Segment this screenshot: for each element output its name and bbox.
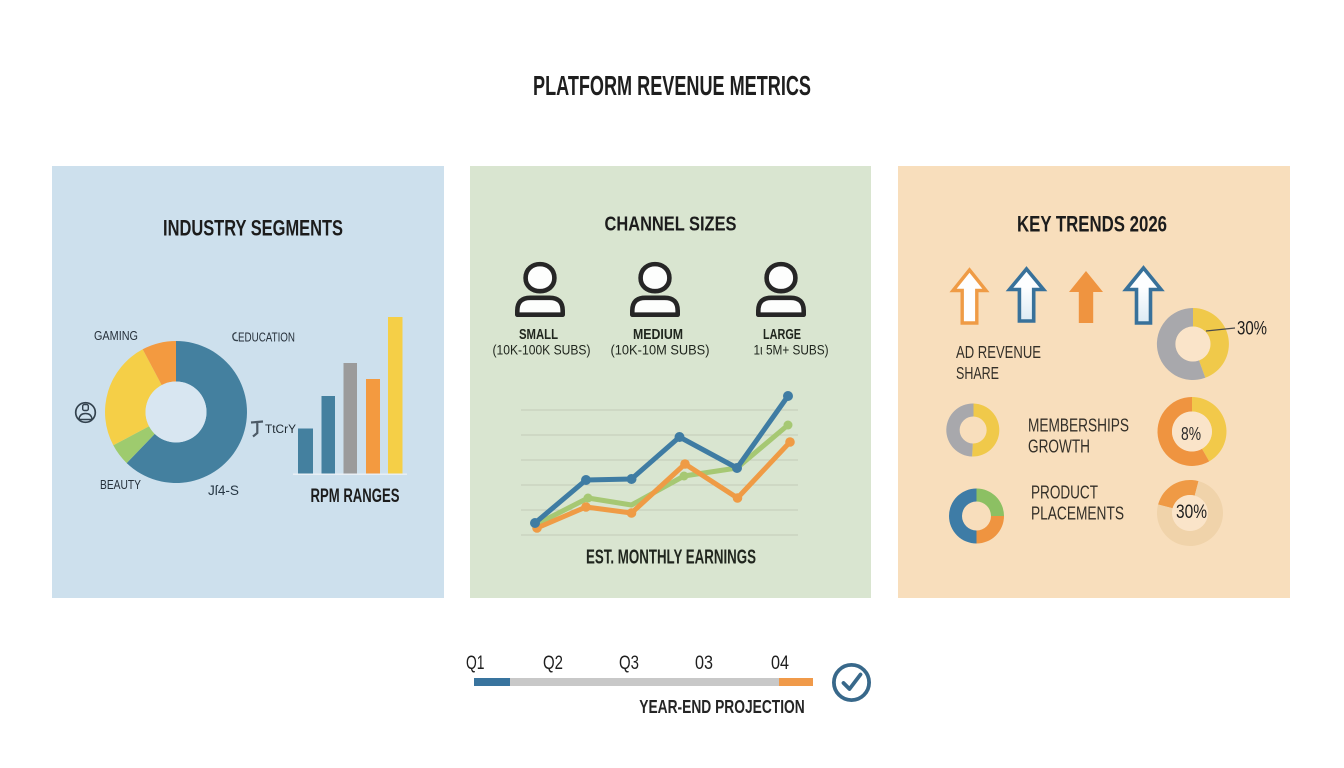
svg-text:EDUCATION: EDUCATION [238,330,295,345]
svg-text:GROWTH: GROWTH [1028,436,1090,457]
svg-text:GAMING: GAMING [94,328,138,343]
svg-text:30%: 30% [1176,502,1207,523]
svg-text:PRODUCT: PRODUCT [1031,482,1098,503]
svg-text:03: 03 [695,653,713,674]
svg-text:EST. MONTHLY EARNINGS: EST. MONTHLY EARNINGS [586,547,756,569]
svg-text:04: 04 [771,653,789,674]
svg-text:RPM RANGES: RPM RANGES [311,486,400,507]
svg-text:Q1: Q1 [466,653,485,674]
svg-text:1ι 5M+ SUBS): 1ι 5M+ SUBS) [754,342,829,358]
svg-text:LARGE: LARGE [763,326,801,343]
svg-text:INDUSTRY SEGMENTS: INDUSTRY SEGMENTS [163,216,343,241]
svg-text:BEAUTY: BEAUTY [100,477,141,492]
svg-text:PLACEMENTS: PLACEMENTS [1031,503,1124,524]
svg-text:Q2: Q2 [543,653,563,674]
svg-text:(10K-100K SUBS): (10K-100K SUBS) [493,342,591,358]
svg-text:CHANNEL SIZES: CHANNEL SIZES [605,214,737,236]
svg-text:KEY TRENDS 2026: KEY TRENDS 2026 [1017,212,1167,237]
svg-text:8%: 8% [1181,424,1201,444]
svg-text:(10K-10M SUBS): (10K-10M SUBS) [611,342,710,358]
svg-text:SHARE: SHARE [956,363,999,383]
svg-text:TtCrY: TtCrY [265,424,296,436]
svg-text:MEMBERSHIPS: MEMBERSHIPS [1028,415,1129,436]
svg-text:PLATFORM REVENUE METRICS: PLATFORM REVENUE METRICS [533,70,811,101]
svg-text:MEDIUM: MEDIUM [633,326,683,343]
svg-text:YEAR-END PROJECTION: YEAR-END PROJECTION [639,697,805,717]
svg-text:SMALL: SMALL [519,326,558,343]
svg-text:Jſ4-S: Jſ4-S [208,482,239,498]
svg-text:Q3: Q3 [619,653,639,674]
svg-text:30%: 30% [1237,319,1267,340]
svg-text:AD REVENUE: AD REVENUE [956,342,1041,362]
